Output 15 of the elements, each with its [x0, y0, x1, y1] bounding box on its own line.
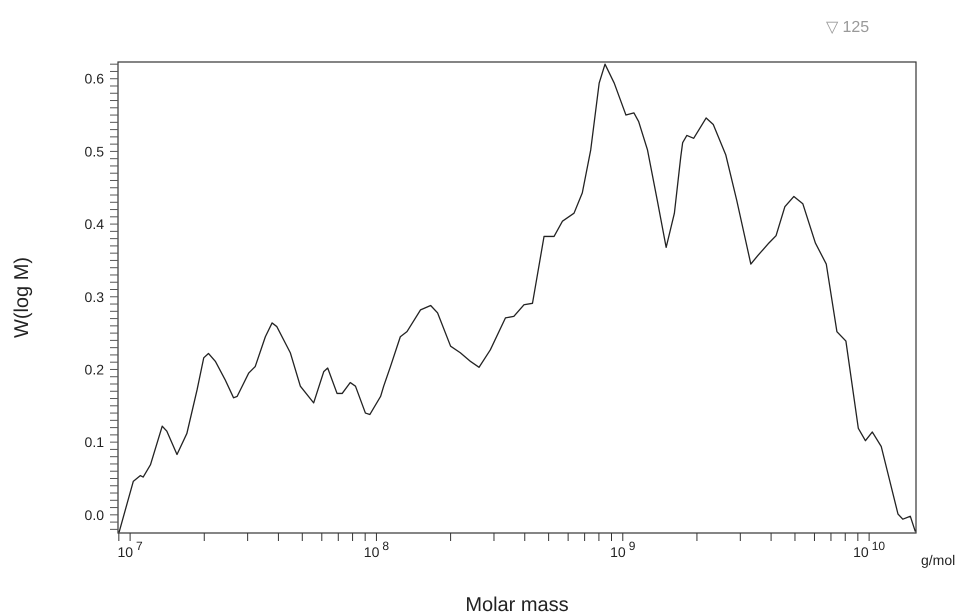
y-tick-label: 0.1 [84, 434, 104, 450]
text: g/mol [921, 552, 956, 568]
x-tick-label: 10$^{7}$ [117, 539, 144, 560]
text: ▽ 125 [826, 19, 870, 36]
y-tick-label: 0.5 [84, 143, 104, 160]
y-tick-label: 0.3 [84, 288, 104, 305]
x-tick-label: 10$^{10}$ [853, 539, 886, 560]
y-tick-label: 0.6 [84, 70, 104, 87]
x-tick-label: 10$^{9}$ [610, 539, 636, 560]
x-tick-label: 10$^{8}$ [364, 539, 390, 560]
y-tick-label: 0.0 [84, 506, 104, 523]
y-tick-label: 0.2 [84, 361, 104, 378]
y-axis-title: W(log M) [11, 256, 33, 338]
y-tick-label: 0.4 [84, 216, 104, 232]
x-axis-title: Molar mass [465, 594, 569, 615]
